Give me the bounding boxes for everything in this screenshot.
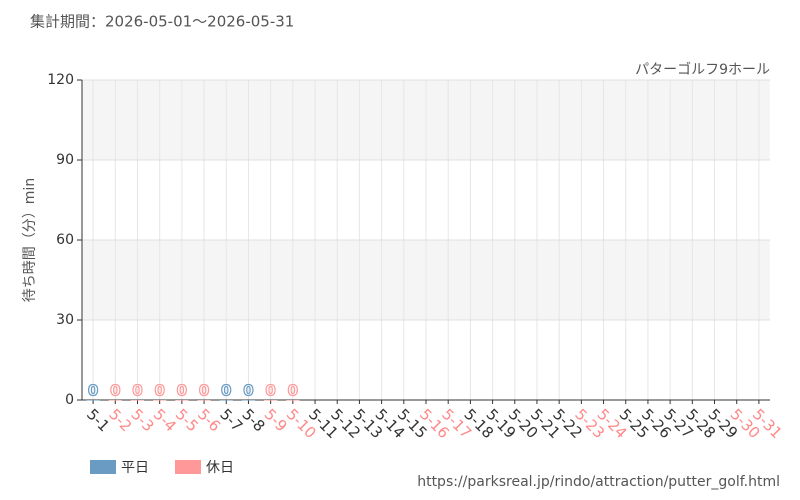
- y-tick-label: 0: [65, 392, 74, 408]
- value-label: 0: [199, 382, 209, 400]
- bar: [286, 400, 300, 401]
- bar: [153, 400, 167, 401]
- y-tick-label: 30: [56, 312, 74, 328]
- bar: [241, 400, 256, 401]
- legend-label: 平日: [121, 460, 149, 476]
- y-tick-label: 90: [56, 152, 74, 168]
- chart-title: パターゴルフ9ホール: [635, 61, 770, 78]
- bar: [86, 400, 100, 401]
- value-label: 0: [265, 382, 275, 400]
- legend-swatch: [90, 460, 116, 474]
- value-label: 0: [221, 382, 231, 400]
- value-label: 0: [88, 382, 98, 400]
- bar: [130, 400, 145, 401]
- value-label: 0: [177, 382, 187, 400]
- value-label: 0: [110, 382, 120, 400]
- value-label: 0: [132, 382, 142, 400]
- legend-swatch: [175, 460, 201, 474]
- bar: [219, 400, 233, 401]
- legend-label: 休日: [206, 460, 234, 476]
- bar: [263, 400, 278, 401]
- source-url: https://parksreal.jp/rindo/attraction/pu…: [417, 474, 780, 490]
- value-label: 0: [154, 382, 164, 400]
- value-label: 0: [243, 382, 253, 400]
- y-tick-label: 60: [56, 232, 74, 248]
- y-axis-label: 待ち時間（分）min: [22, 178, 38, 302]
- chart-subtitle: 集計期間：2026-05-01～2026-05-31: [30, 13, 294, 31]
- y-tick-label: 120: [47, 72, 74, 88]
- bar: [175, 400, 189, 401]
- bar: [197, 400, 211, 401]
- bar: [108, 400, 122, 401]
- value-label: 0: [288, 382, 298, 400]
